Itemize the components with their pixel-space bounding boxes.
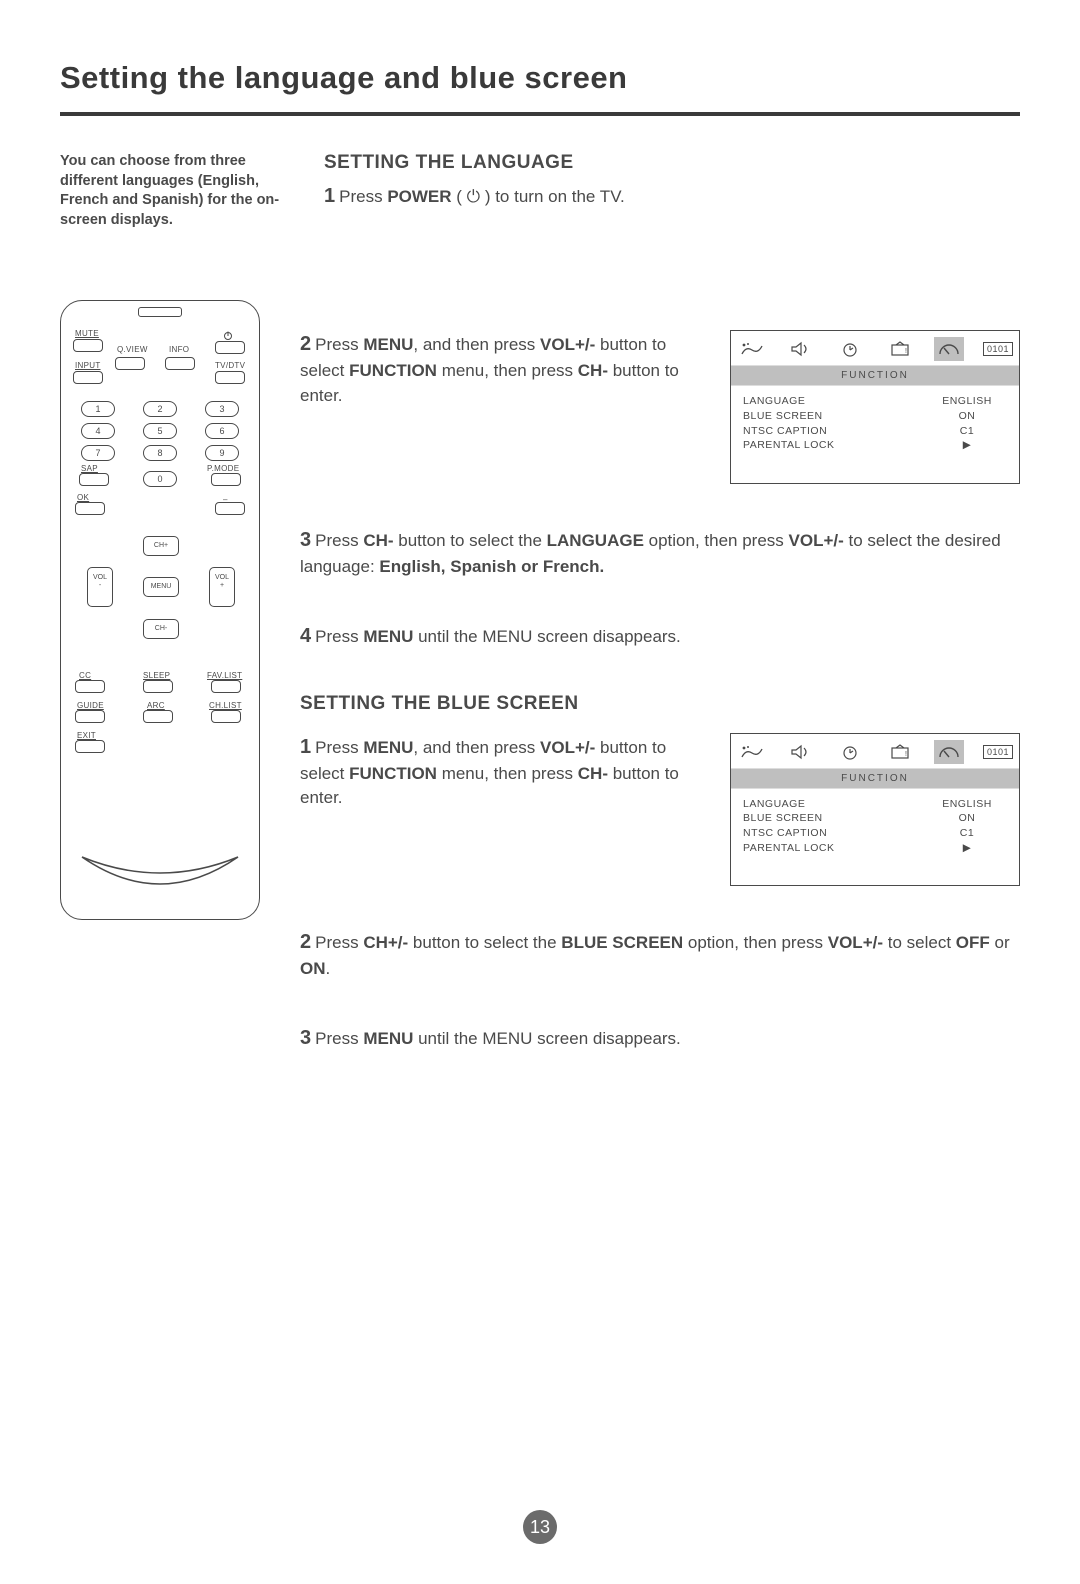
remote-btn-volminus: VOL - [87, 567, 113, 607]
osd-code: 0101 [983, 745, 1013, 759]
osd-icon-function-selected [934, 337, 964, 361]
svg-text:!: ! [905, 751, 907, 758]
intro-blurb: You can choose from three different lang… [60, 152, 306, 230]
s1-step1: 1Press POWER ( ⏻ ) to turn on the TV. [324, 182, 1020, 211]
osd-function-label: FUNCTION [731, 768, 1019, 789]
remote-btn-sap [79, 473, 109, 486]
osd-function-label: FUNCTION [731, 365, 1019, 386]
osd-icon-timer [835, 337, 865, 361]
osd-icon-picture [737, 337, 767, 361]
remote-btn-dash [215, 502, 245, 515]
osd-row: LANGUAGEENGLISH [743, 394, 1007, 409]
remote-btn-power [215, 341, 245, 354]
osd-icon-tv: ! [885, 337, 915, 361]
remote-label-pmode: P.MODE [207, 464, 239, 473]
remote-btn-5: 5 [143, 423, 177, 439]
osd-row: NTSC CAPTIONC1 [743, 424, 1007, 439]
remote-btn-mute [73, 339, 103, 352]
remote-btn-7: 7 [81, 445, 115, 461]
remote-label-sleep: SLEEP [143, 671, 170, 680]
remote-btn-6: 6 [205, 423, 239, 439]
title-rule [60, 112, 1020, 116]
remote-btn-qview [115, 357, 145, 370]
remote-label-ok: OK [77, 493, 89, 502]
section-heading-language: SETTING THE LANGUAGE [324, 152, 1020, 174]
osd-icon-tv: ! [885, 740, 915, 764]
remote-label-qview: Q.VIEW [117, 345, 148, 354]
remote-btn-9: 9 [205, 445, 239, 461]
section-heading-bluescreen: SETTING THE BLUE SCREEN [300, 693, 1020, 715]
remote-ir-window [138, 307, 182, 317]
remote-btn-input [73, 371, 103, 384]
remote-label-cc: CC [79, 671, 91, 680]
remote-bottom-curve [80, 855, 240, 901]
remote-btn-ok [75, 502, 105, 515]
s2-step2: 2Press CH+/- button to select the BLUE S… [300, 928, 1020, 982]
s1-step2: 2Press MENU, and then press VOL+/- butto… [300, 330, 712, 408]
remote-btn-2: 2 [143, 401, 177, 417]
osd-panel-1: ! 0101 FUNCTION LANGUAGEENGLISH BLUE SCR… [730, 330, 1020, 484]
osd-panel-2: ! 0101 FUNCTION LANGUAGEENGLISH BLUE SCR… [730, 733, 1020, 887]
remote-label-input: INPUT [75, 361, 101, 370]
remote-btn-arc [143, 710, 173, 723]
remote-btn-chlist [211, 710, 241, 723]
remote-btn-8: 8 [143, 445, 177, 461]
remote-btn-1: 1 [81, 401, 115, 417]
remote-btn-chplus: CH+ [143, 536, 179, 556]
osd-row: NTSC CAPTIONC1 [743, 826, 1007, 841]
osd-icon-sound [786, 740, 816, 764]
remote-btn-info [165, 357, 195, 370]
remote-btn-3: 3 [205, 401, 239, 417]
osd-row: LANGUAGEENGLISH [743, 797, 1007, 812]
osd-icon-sound [786, 337, 816, 361]
s1-step3: 3Press CH- button to select the LANGUAGE… [300, 526, 1020, 580]
remote-label-info: INFO [169, 345, 189, 354]
osd-icon-picture [737, 740, 767, 764]
svg-text:!: ! [905, 348, 907, 355]
osd-row: PARENTAL LOCK▶ [743, 438, 1007, 453]
remote-btn-cc [75, 680, 105, 693]
remote-btn-exit [75, 740, 105, 753]
s1-step4: 4Press MENU until the MENU screen disapp… [300, 622, 1020, 651]
osd-icon-timer [835, 740, 865, 764]
osd-icon-function-selected [934, 740, 964, 764]
remote-label-mute: MUTE [75, 329, 99, 338]
remote-btn-favlist [211, 680, 241, 693]
remote-btn-tvdtv [215, 371, 245, 384]
osd-code: 0101 [983, 342, 1013, 356]
remote-btn-volplus: VOL + [209, 567, 235, 607]
remote-btn-pmode [211, 473, 241, 486]
osd-row: BLUE SCREENON [743, 811, 1007, 826]
s2-step3: 3Press MENU until the MENU screen disapp… [300, 1024, 1020, 1053]
remote-label-sap: SAP [81, 464, 98, 473]
remote-btn-sleep [143, 680, 173, 693]
remote-btn-guide [75, 710, 105, 723]
remote-label-exit: EXIT [77, 731, 96, 740]
s2-step1: 1Press MENU, and then press VOL+/- butto… [300, 733, 712, 811]
power-icon [223, 331, 233, 341]
remote-diagram: MUTE Q.VIEW INFO INPUT TV/DTV 1 2 3 4 5 … [60, 300, 260, 920]
remote-btn-4: 4 [81, 423, 115, 439]
remote-label-guide: GUIDE [77, 701, 104, 710]
page-title: Setting the language and blue screen [60, 60, 1020, 96]
remote-label-favlist: FAV.LIST [207, 671, 242, 680]
page-number: 13 [523, 1510, 557, 1544]
osd-row: BLUE SCREENON [743, 409, 1007, 424]
remote-btn-chminus: CH- [143, 619, 179, 639]
remote-btn-0: 0 [143, 471, 177, 487]
remote-label-chlist: CH.LIST [209, 701, 242, 710]
remote-btn-menu: MENU [143, 577, 179, 597]
remote-label-arc: ARC [147, 701, 165, 710]
remote-label-tvdtv: TV/DTV [215, 361, 245, 370]
osd-row: PARENTAL LOCK▶ [743, 841, 1007, 856]
